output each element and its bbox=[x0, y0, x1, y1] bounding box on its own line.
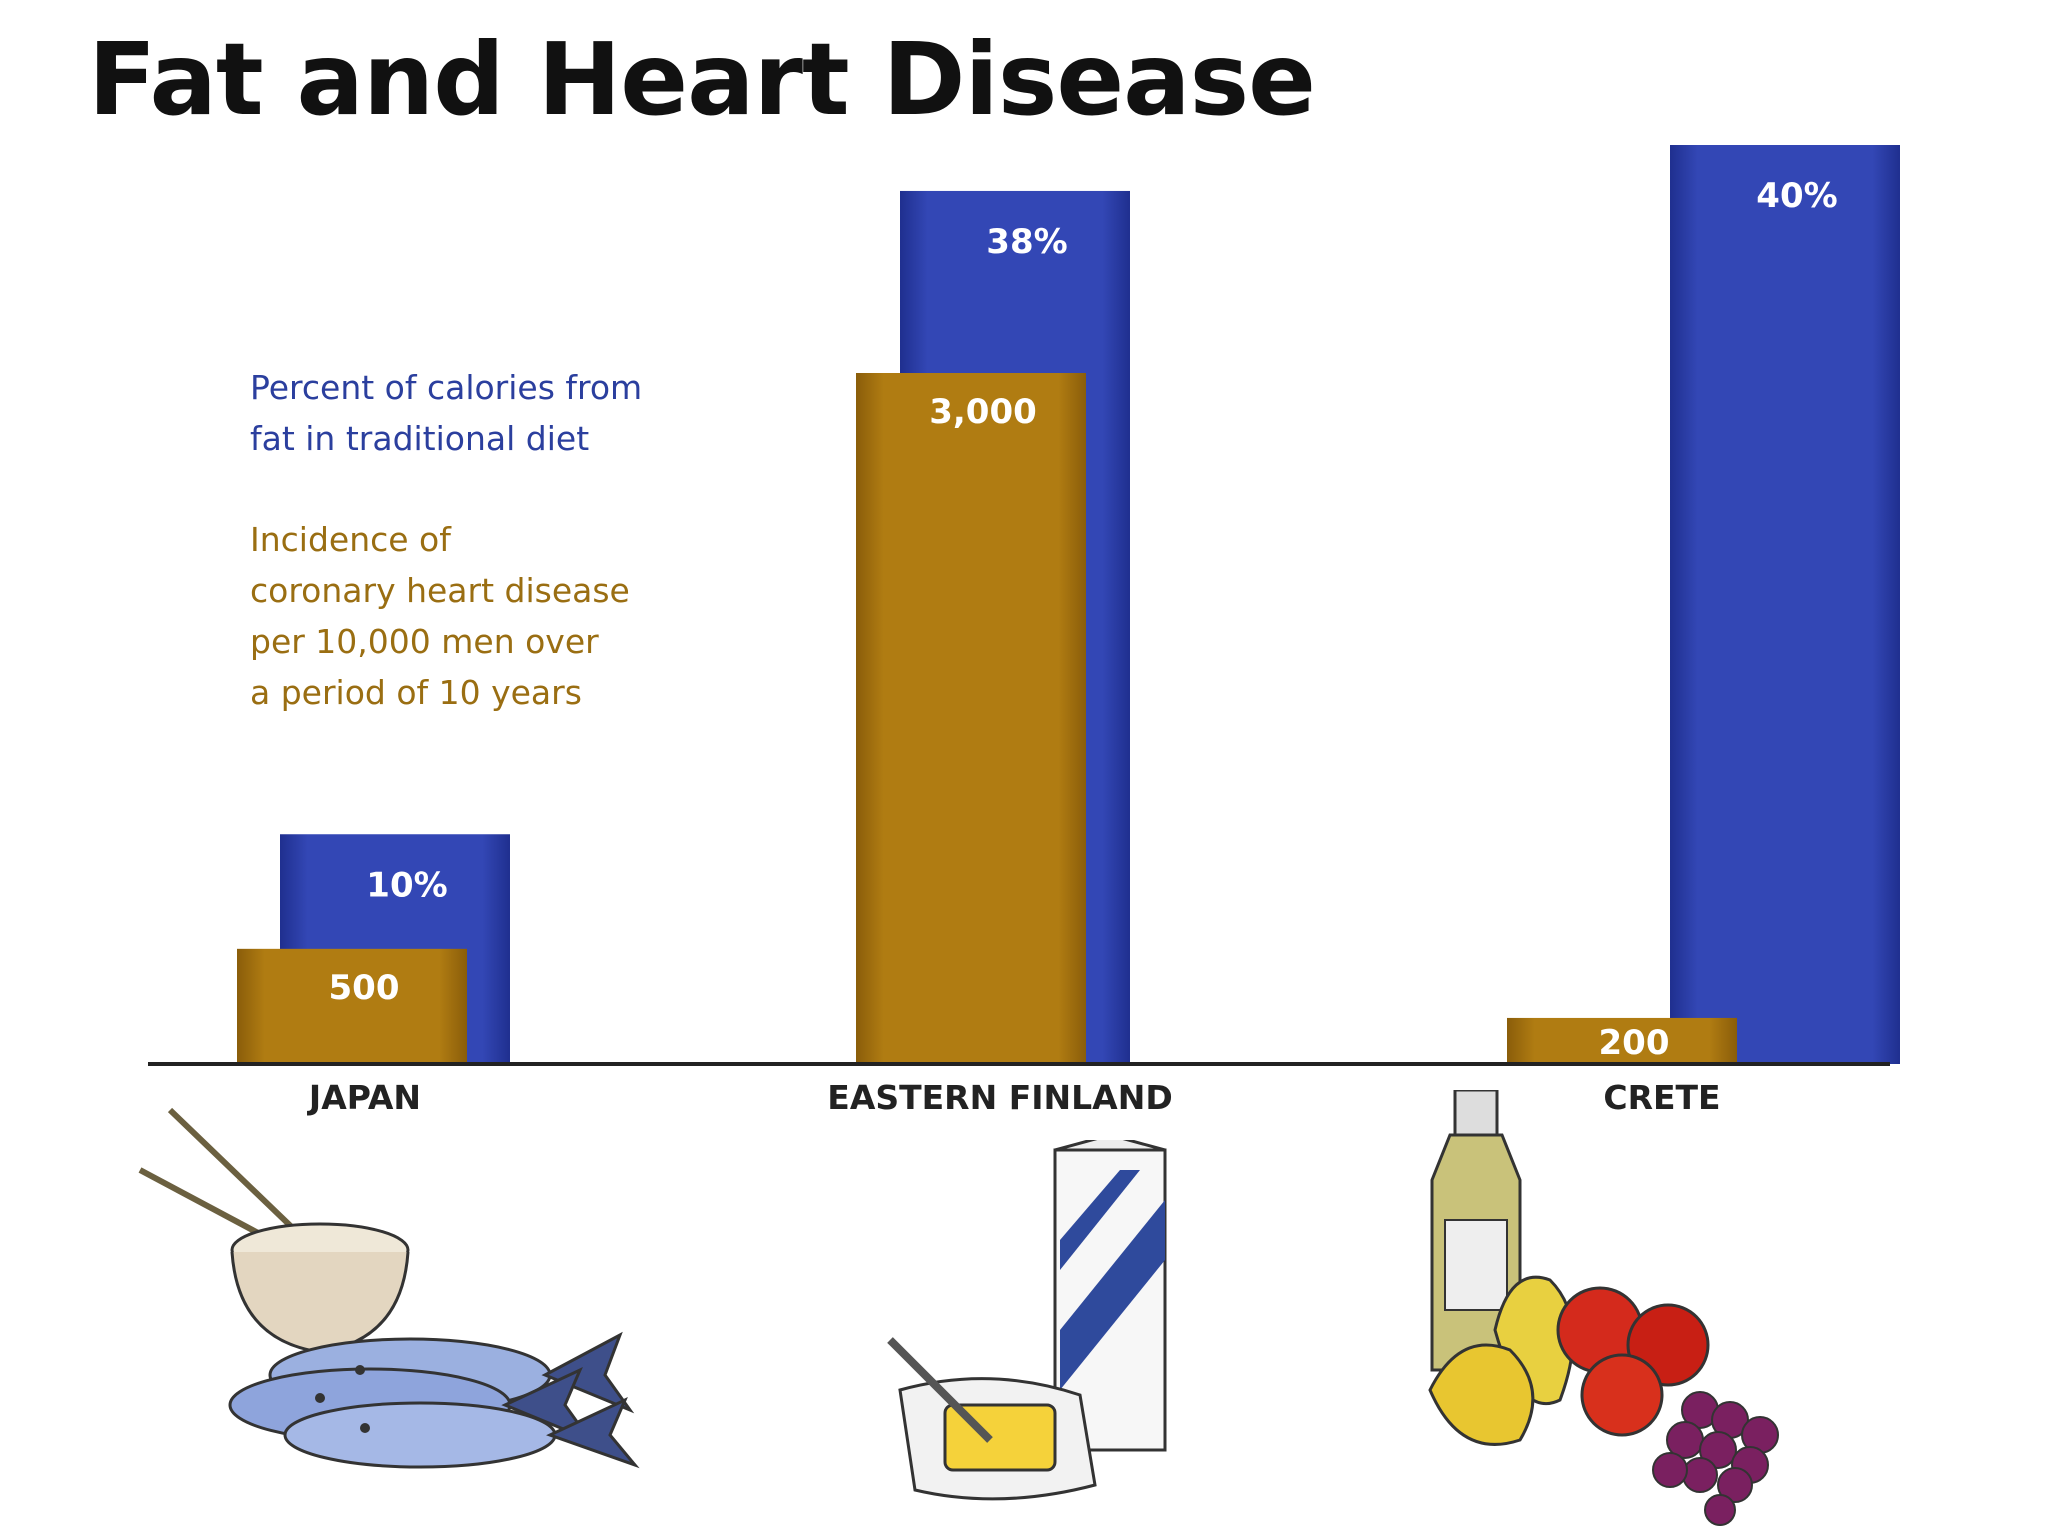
rice-bowl-and-fish-illustration bbox=[138, 1107, 640, 1469]
fat-bar-label-1: 38% bbox=[986, 222, 1067, 262]
chd-bar-label-1: 3,000 bbox=[929, 392, 1037, 432]
legend-chd-label: Incidence of coronary heart disease per … bbox=[250, 520, 630, 712]
fat-bar-label-0: 10% bbox=[366, 865, 447, 905]
category-label-0: JAPAN bbox=[307, 1078, 421, 1117]
legend-fat-label: Percent of calories from fat in traditio… bbox=[250, 368, 643, 458]
chd-bar-2 bbox=[1507, 1017, 1737, 1064]
olive-oil-fruit-and-grapes-illustration bbox=[1428, 1090, 1779, 1526]
fat-bar-2 bbox=[1670, 145, 1900, 1064]
chd-bar-1 bbox=[856, 373, 1086, 1064]
chd-bar-0 bbox=[237, 948, 467, 1064]
category-label-2: CRETE bbox=[1603, 1078, 1720, 1117]
fat-bar-label-2: 40% bbox=[1756, 176, 1837, 216]
chd-bar-label-0: 500 bbox=[329, 968, 400, 1008]
milk-carton-and-butter-illustration bbox=[887, 1140, 1167, 1501]
category-label-1: EASTERN FINLAND bbox=[827, 1078, 1172, 1117]
chd-bar-label-2: 200 bbox=[1599, 1023, 1670, 1063]
page-title: Fat and Heart Disease bbox=[88, 21, 1316, 138]
